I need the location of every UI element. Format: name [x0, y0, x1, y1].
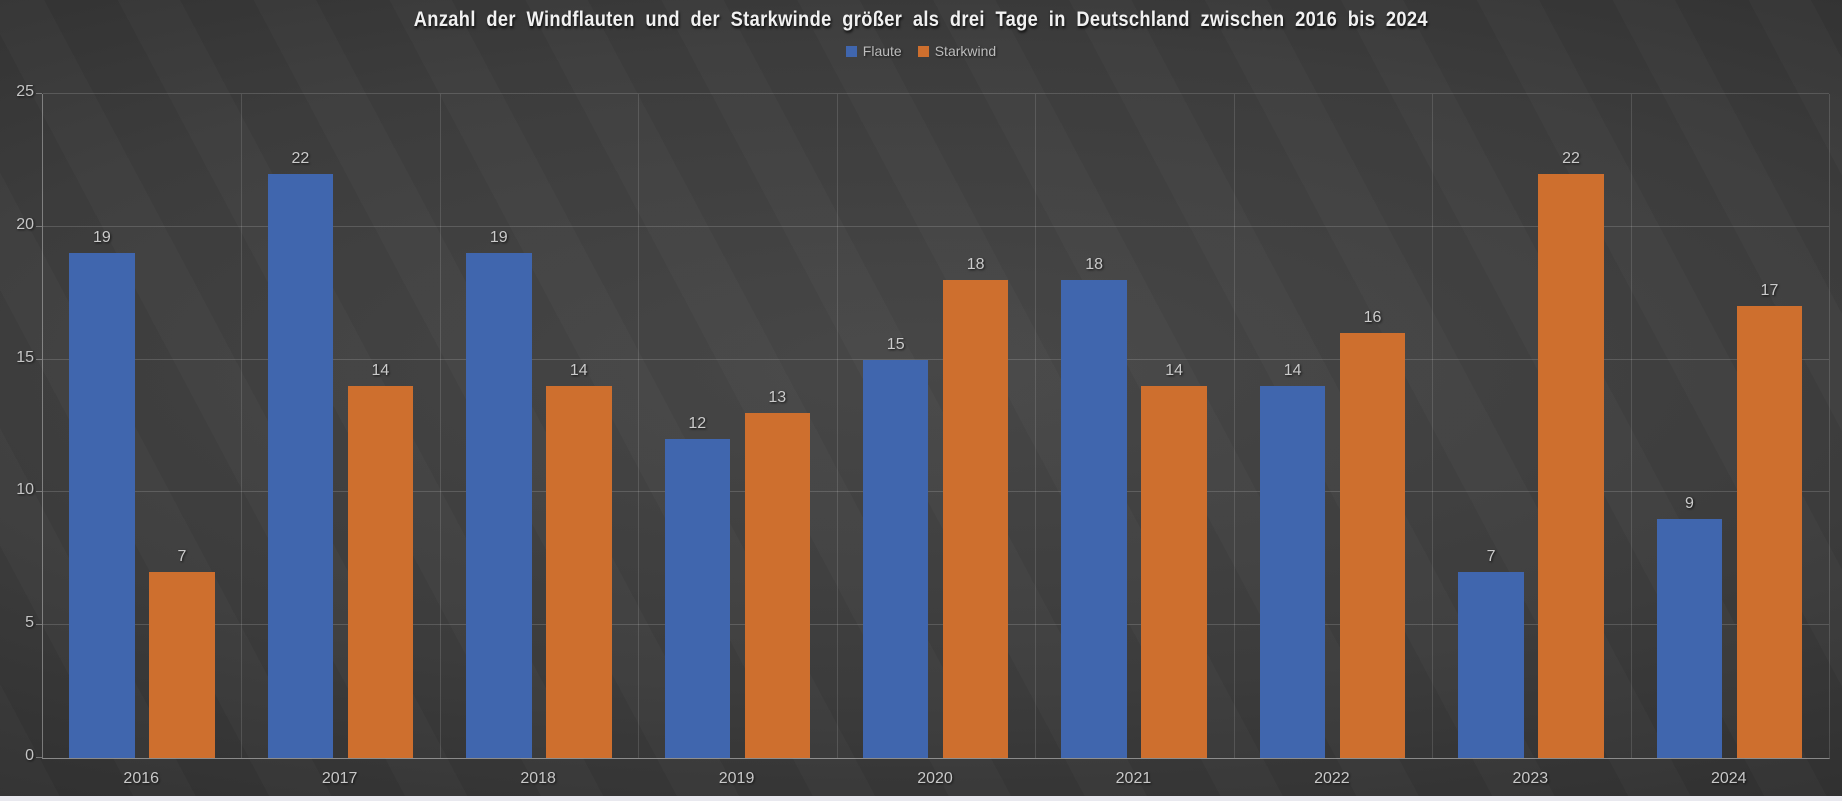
legend-label-starkwind: Starkwind [934, 43, 997, 59]
bar-flaute-2021 [1061, 279, 1127, 758]
bar-value-starkwind-2018: 14 [569, 362, 588, 380]
legend-item-starkwind: Starkwind [917, 43, 997, 59]
bar-starkwind-2018 [546, 386, 612, 758]
bar-flaute-2018 [466, 253, 532, 758]
y-axis-tick-10 [36, 491, 42, 493]
legend-label-flaute: Flaute [862, 43, 902, 59]
bar-starkwind-2024 [1736, 306, 1803, 758]
bar-value-flaute-2022: 14 [1283, 362, 1302, 380]
bar-flaute-2023 [1458, 572, 1524, 758]
bar-flaute-2016 [69, 253, 135, 758]
v-gridline-4 [837, 94, 838, 758]
bar-value-flaute-2019: 12 [688, 415, 707, 433]
bar-flaute-2020 [862, 359, 929, 758]
chart-title-area: Anzahl der Windflauten und der Starkwind… [0, 8, 1842, 32]
chart-title: Anzahl der Windflauten und der Starkwind… [413, 8, 1429, 31]
legend-item-flaute: Flaute [845, 43, 902, 59]
plot-area: 19 7 22 14 19 14 12 13 15 18 18 14 14 16 7 22 9 17 [42, 93, 1830, 759]
y-axis-tick-25 [36, 93, 42, 94]
legend-swatch-starkwind-icon [917, 45, 929, 57]
y-axis-tick-label-25: 25 [16, 83, 34, 100]
h-gridline-25 [43, 93, 1829, 94]
h-gridline-5 [43, 624, 1829, 626]
bar-value-starkwind-2021: 14 [1165, 362, 1184, 380]
bar-value-flaute-2021: 18 [1085, 255, 1104, 273]
y-axis-tick-label-10: 10 [16, 481, 34, 499]
v-gridline-1 [241, 94, 242, 758]
y-axis-tick-15 [36, 358, 42, 360]
h-gridline-20 [43, 225, 1829, 227]
h-gridline-15 [43, 358, 1829, 360]
chart-legend: Flaute Starkwind [0, 43, 1842, 59]
bar-flaute-2022 [1259, 386, 1326, 758]
bar-flaute-2017 [267, 173, 334, 758]
window-edge-strip [0, 796, 1842, 801]
bar-value-starkwind-2016: 7 [177, 548, 187, 566]
bar-starkwind-2019 [744, 412, 810, 758]
bar-starkwind-2021 [1141, 386, 1207, 758]
v-gridline-8 [1631, 94, 1632, 758]
y-axis-tick-5 [36, 624, 42, 626]
bar-value-starkwind-2020: 18 [966, 255, 985, 273]
x-axis-category-label-2019: 2019 [718, 770, 755, 787]
bar-starkwind-2023 [1538, 173, 1604, 758]
x-axis-category-label-2017: 2017 [321, 770, 358, 787]
bar-value-flaute-2020: 15 [886, 335, 905, 353]
bar-value-starkwind-2023: 22 [1562, 149, 1580, 167]
y-axis-tick-0 [36, 757, 42, 758]
v-gridline-2 [440, 94, 441, 758]
bar-value-starkwind-2022: 16 [1363, 309, 1382, 327]
legend-swatch-flaute-icon [845, 45, 857, 57]
y-axis-tick-label-15: 15 [16, 348, 34, 366]
x-axis-category-label-2016: 2016 [123, 770, 160, 787]
bar-value-starkwind-2019: 13 [768, 388, 787, 406]
bar-value-starkwind-2024: 17 [1760, 282, 1779, 300]
x-axis-category-label-2022: 2022 [1314, 770, 1350, 787]
y-axis-tick-label-20: 20 [16, 215, 34, 233]
v-gridline-5 [1035, 94, 1036, 758]
x-axis-category-label-2020: 2020 [917, 770, 953, 787]
bar-value-starkwind-2017: 14 [371, 362, 390, 380]
v-gridline-6 [1234, 94, 1235, 758]
x-axis-category-label-2021: 2021 [1115, 770, 1152, 787]
bar-value-flaute-2018: 19 [489, 229, 508, 247]
bar-flaute-2019 [664, 439, 730, 758]
v-gridline-3 [638, 94, 639, 758]
bar-starkwind-2020 [942, 279, 1009, 758]
y-axis-tick-label-5: 5 [25, 614, 34, 632]
v-gridline-7 [1432, 94, 1433, 758]
x-axis-category-label-2024: 2024 [1710, 770, 1747, 787]
bar-value-flaute-2024: 9 [1685, 494, 1694, 512]
y-axis-tick-label-0: 0 [25, 747, 34, 764]
x-axis-category-label-2018: 2018 [520, 770, 556, 787]
h-gridline-10 [43, 491, 1829, 493]
bar-flaute-2024 [1656, 518, 1723, 758]
bar-value-flaute-2023: 7 [1486, 548, 1496, 566]
bar-value-flaute-2016: 19 [93, 229, 111, 247]
x-axis-category-label-2023: 2023 [1512, 770, 1549, 787]
bar-starkwind-2022 [1339, 333, 1406, 758]
bar-starkwind-2017 [347, 386, 414, 758]
bar-starkwind-2016 [149, 572, 215, 758]
bar-value-flaute-2017: 22 [291, 149, 310, 167]
y-axis-tick-20 [36, 225, 42, 227]
